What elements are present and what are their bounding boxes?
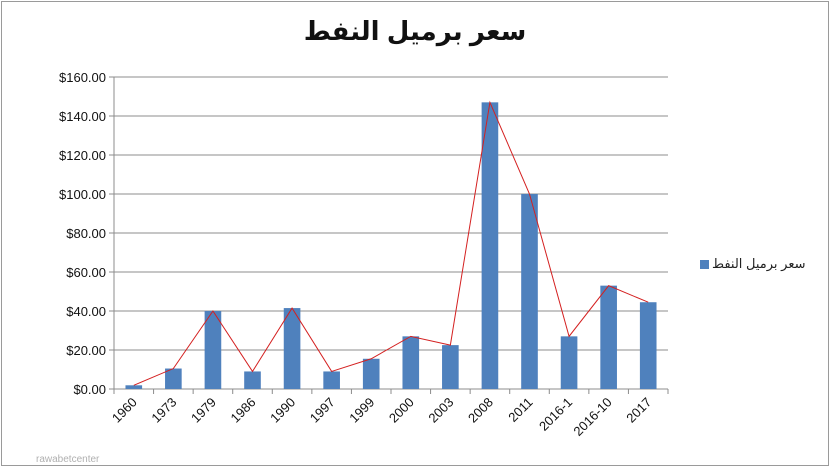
y-tick-label: $0.00 [73,382,106,397]
x-tick-label: 1990 [267,395,298,426]
x-tick-label: 1973 [148,395,179,426]
bar [323,371,340,389]
x-tick-label: 1960 [109,395,140,426]
bar [481,102,499,389]
legend-label: سعر برميل النفط [712,256,806,271]
bar [521,194,538,389]
y-tick-label: $100.00 [59,187,106,202]
x-tick-label: 2016-1 [536,395,575,434]
bar [244,371,261,389]
y-tick-label: $160.00 [59,70,106,85]
y-tick-label: $60.00 [66,265,106,280]
watermark: rawabetcenter [36,454,100,465]
x-tick-label: 2003 [425,395,456,426]
legend: سعر برميل النفط [700,256,806,272]
y-tick-label: $40.00 [66,304,106,319]
bar [204,311,222,389]
x-tick-label: 2016-10 [570,395,614,439]
y-tick-label: $140.00 [59,109,106,124]
bar [165,368,182,389]
bar [402,336,420,389]
x-tick-label: 1979 [188,395,219,426]
bar [125,385,143,389]
bar [362,358,380,389]
x-tick-label: 2011 [505,395,535,425]
trend-line [133,100,649,386]
x-tick-label: 1997 [307,395,338,426]
y-tick-label: $20.00 [66,343,106,358]
x-tick-label: 2017 [623,395,654,426]
bar [283,308,301,389]
x-tick-label: 2008 [465,395,496,426]
bar [442,345,459,389]
y-tick-label: $80.00 [66,226,106,241]
y-tick-label: $120.00 [59,148,106,163]
bar [639,302,657,389]
x-tick-label: 1986 [228,395,259,426]
x-tick-label: 2000 [386,395,417,426]
legend-swatch [700,259,709,269]
bar [600,285,617,389]
chart-title: سعر برميل النفط [303,16,527,46]
x-tick-label: 1999 [346,395,377,426]
bar [560,336,578,389]
